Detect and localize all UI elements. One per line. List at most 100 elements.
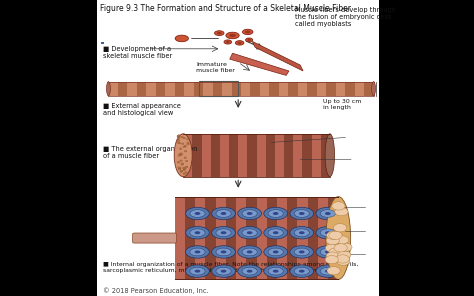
Ellipse shape xyxy=(181,163,183,165)
Bar xyxy=(220,134,229,177)
Ellipse shape xyxy=(290,207,314,220)
Bar xyxy=(288,82,298,96)
Bar xyxy=(266,134,275,177)
Bar xyxy=(226,197,236,279)
Ellipse shape xyxy=(247,250,253,253)
Ellipse shape xyxy=(294,210,310,217)
Ellipse shape xyxy=(180,154,182,155)
Bar xyxy=(146,82,156,96)
Ellipse shape xyxy=(327,231,340,239)
Ellipse shape xyxy=(268,267,283,275)
Bar xyxy=(156,82,165,96)
Ellipse shape xyxy=(337,251,351,259)
Ellipse shape xyxy=(299,250,305,253)
Text: Figure 9.3 The Formation and Structure of a Skeletal Muscle Fiber: Figure 9.3 The Formation and Structure o… xyxy=(100,4,351,12)
Ellipse shape xyxy=(316,226,340,239)
Ellipse shape xyxy=(195,250,201,253)
Bar xyxy=(246,197,256,279)
Ellipse shape xyxy=(264,246,288,258)
Polygon shape xyxy=(252,41,303,71)
Text: Immature
muscle fiber: Immature muscle fiber xyxy=(196,62,235,73)
Ellipse shape xyxy=(180,171,182,172)
Ellipse shape xyxy=(290,226,314,239)
Bar xyxy=(222,82,231,96)
Ellipse shape xyxy=(181,170,183,172)
Bar xyxy=(345,82,355,96)
Ellipse shape xyxy=(329,231,342,239)
Text: © 2018 Pearson Education, Inc.: © 2018 Pearson Education, Inc. xyxy=(103,287,209,294)
Ellipse shape xyxy=(273,250,279,253)
Ellipse shape xyxy=(180,160,182,161)
Bar xyxy=(128,82,137,96)
Ellipse shape xyxy=(190,248,205,256)
Ellipse shape xyxy=(268,210,283,217)
Ellipse shape xyxy=(187,139,189,140)
Ellipse shape xyxy=(238,226,262,239)
Text: ■ The external organization
of a muscle fiber: ■ The external organization of a muscle … xyxy=(103,147,197,159)
Bar xyxy=(118,82,128,96)
Bar xyxy=(326,82,336,96)
Ellipse shape xyxy=(326,237,339,245)
Ellipse shape xyxy=(264,265,288,277)
Bar xyxy=(216,197,226,279)
Bar xyxy=(355,82,364,96)
Bar xyxy=(277,197,287,279)
Ellipse shape xyxy=(178,135,180,136)
Bar xyxy=(97,0,379,296)
Bar xyxy=(279,82,288,96)
Ellipse shape xyxy=(177,138,180,139)
Ellipse shape xyxy=(190,267,205,275)
Ellipse shape xyxy=(178,168,181,170)
Ellipse shape xyxy=(372,82,375,96)
Ellipse shape xyxy=(226,32,239,39)
Bar xyxy=(241,82,250,96)
Bar xyxy=(231,82,241,96)
Ellipse shape xyxy=(242,267,257,275)
Ellipse shape xyxy=(337,257,350,265)
Ellipse shape xyxy=(183,169,185,170)
Ellipse shape xyxy=(299,270,305,273)
Ellipse shape xyxy=(247,231,253,234)
Ellipse shape xyxy=(268,248,283,256)
Ellipse shape xyxy=(179,154,181,155)
Ellipse shape xyxy=(325,250,331,253)
Ellipse shape xyxy=(212,226,236,239)
Ellipse shape xyxy=(299,231,305,234)
Ellipse shape xyxy=(177,142,179,143)
Bar xyxy=(250,82,260,96)
Ellipse shape xyxy=(216,229,231,237)
Ellipse shape xyxy=(183,168,185,169)
Bar xyxy=(203,82,213,96)
Ellipse shape xyxy=(175,35,188,42)
Ellipse shape xyxy=(177,136,180,138)
Ellipse shape xyxy=(178,142,181,144)
Ellipse shape xyxy=(320,210,336,217)
Bar xyxy=(109,82,374,96)
Bar xyxy=(336,82,345,96)
Bar xyxy=(185,197,195,279)
Ellipse shape xyxy=(294,248,310,256)
Ellipse shape xyxy=(195,212,201,215)
Ellipse shape xyxy=(299,212,305,215)
Bar xyxy=(183,134,192,177)
Bar xyxy=(275,134,284,177)
Ellipse shape xyxy=(320,267,336,275)
Ellipse shape xyxy=(325,212,331,215)
Bar xyxy=(267,197,277,279)
Bar xyxy=(238,134,247,177)
Ellipse shape xyxy=(190,229,205,237)
Ellipse shape xyxy=(215,31,224,36)
Ellipse shape xyxy=(107,82,110,96)
Ellipse shape xyxy=(180,148,182,149)
Ellipse shape xyxy=(325,231,331,234)
Ellipse shape xyxy=(180,153,182,154)
Ellipse shape xyxy=(217,32,222,34)
Ellipse shape xyxy=(183,173,185,174)
Ellipse shape xyxy=(184,157,186,158)
Bar xyxy=(293,134,302,177)
Ellipse shape xyxy=(221,212,227,215)
Ellipse shape xyxy=(174,134,192,177)
Ellipse shape xyxy=(186,246,210,258)
Ellipse shape xyxy=(216,267,231,275)
Ellipse shape xyxy=(226,41,230,43)
